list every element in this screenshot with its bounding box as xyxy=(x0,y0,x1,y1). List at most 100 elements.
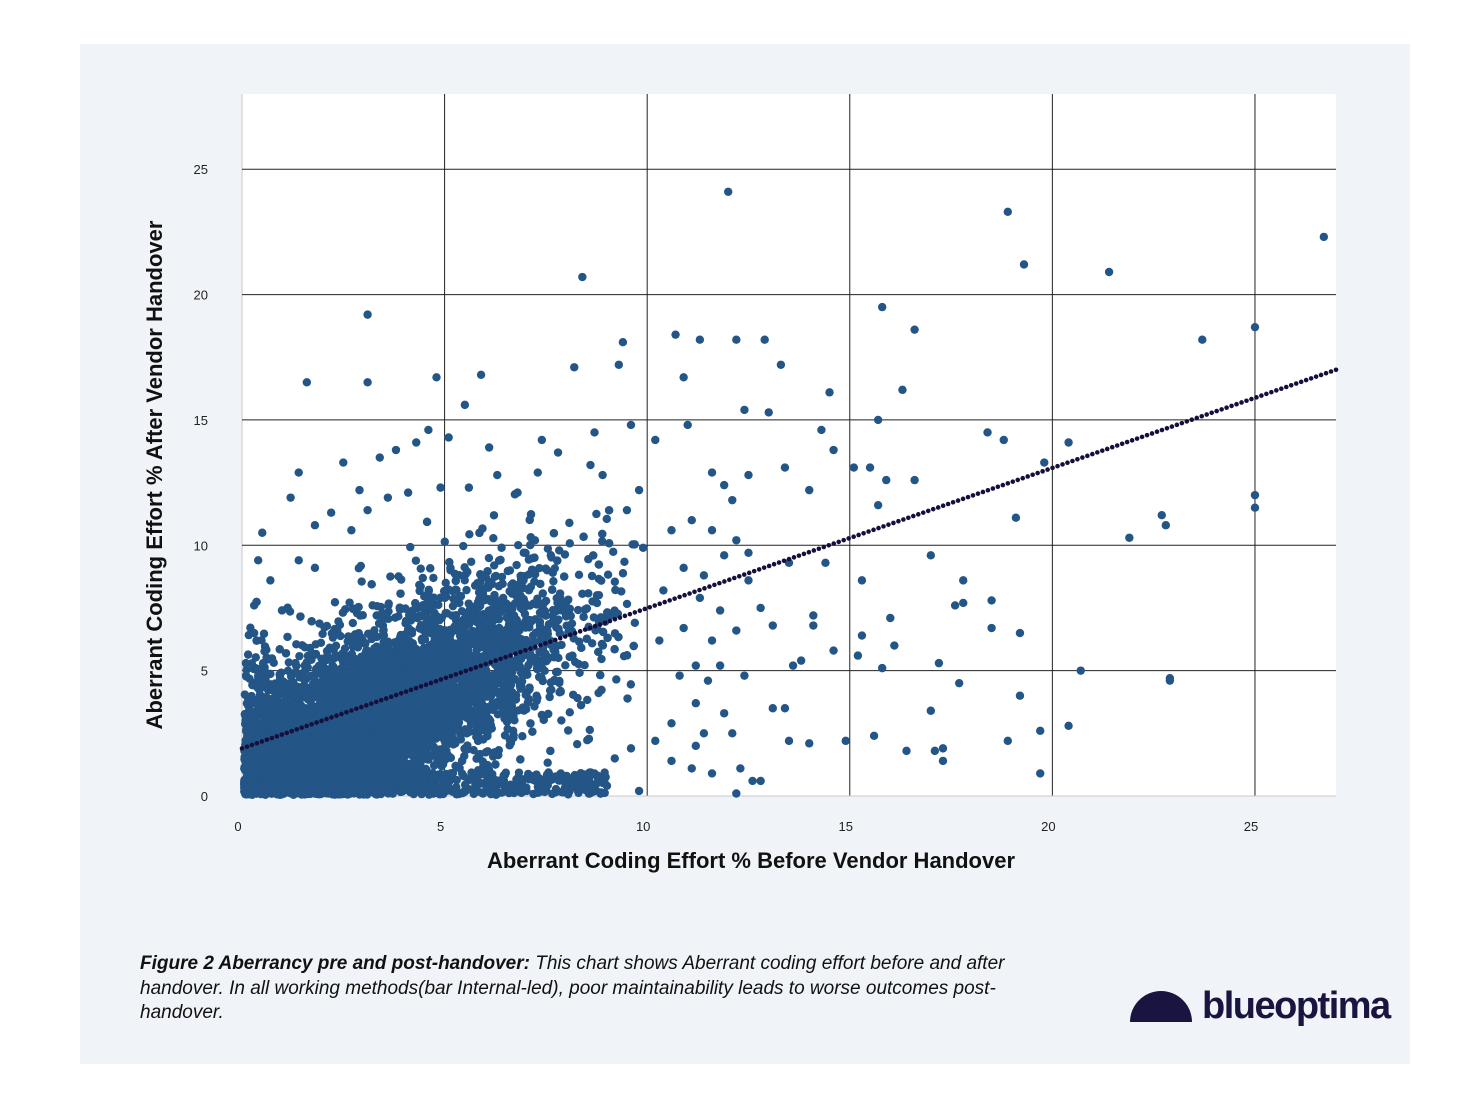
scatter-point xyxy=(502,698,512,708)
scatter-point xyxy=(603,633,612,643)
scatter-point xyxy=(536,579,545,589)
scatter-point xyxy=(499,676,508,685)
scatter-point xyxy=(550,564,560,573)
scatter-point xyxy=(539,649,548,659)
scatter-point xyxy=(559,572,569,581)
scatter-point xyxy=(589,551,598,560)
scatter-point xyxy=(572,739,582,749)
scatter-point xyxy=(618,569,628,578)
scatter-point xyxy=(259,629,269,638)
scatter-point xyxy=(447,651,456,660)
scatter-point xyxy=(550,676,560,686)
scatter-point xyxy=(421,746,430,755)
scatter-point xyxy=(549,529,559,538)
scatter-point xyxy=(549,577,558,586)
scatter-point xyxy=(583,695,592,705)
scatter-point xyxy=(462,585,471,595)
scatter-point xyxy=(561,661,570,670)
scatter-point xyxy=(594,647,603,657)
scatter-point xyxy=(484,721,493,730)
scatter-point xyxy=(516,684,525,693)
scatter-point xyxy=(451,761,460,771)
scatter-point xyxy=(538,589,548,598)
scatter-point xyxy=(318,629,327,639)
scatter-point xyxy=(429,593,438,602)
scatter-point xyxy=(376,602,386,612)
scatter-point xyxy=(543,626,552,636)
scatter-point xyxy=(598,627,608,637)
scatter-point xyxy=(568,690,578,699)
scatter-point xyxy=(394,572,403,581)
scatter-point xyxy=(497,543,506,552)
scatter-point xyxy=(579,612,588,622)
scatter-point xyxy=(619,651,629,661)
scatter-point xyxy=(377,608,387,618)
scatter-point xyxy=(384,607,393,616)
scatter-point xyxy=(573,605,583,615)
scatter-point xyxy=(485,595,494,605)
scatter-point xyxy=(524,661,533,670)
scatter-point xyxy=(457,661,467,671)
scatter-point xyxy=(484,553,494,563)
scatter-point xyxy=(466,720,476,729)
scatter-point xyxy=(295,651,304,661)
scatter-point xyxy=(441,755,450,764)
y-tick-label: 10 xyxy=(194,538,208,553)
scatter-point xyxy=(577,643,586,653)
scatter-point xyxy=(548,618,557,627)
scatter-point xyxy=(535,617,545,627)
scatter-point xyxy=(460,563,469,572)
scatter-point xyxy=(623,694,632,703)
x-tick-label: 5 xyxy=(437,819,444,834)
scatter-point xyxy=(603,570,613,579)
scatter-point xyxy=(598,529,607,539)
scatter-point xyxy=(411,556,421,565)
scatter-point xyxy=(546,551,556,560)
scatter-point xyxy=(460,576,469,585)
scatter-point xyxy=(443,702,452,712)
scatter-point xyxy=(524,651,533,660)
scatter-point xyxy=(597,654,606,664)
scatter-point xyxy=(533,664,542,674)
scatter-point xyxy=(585,725,595,735)
scatter-point xyxy=(401,616,411,626)
scatter-point xyxy=(466,557,476,566)
scatter-point xyxy=(275,645,284,654)
scatter-point xyxy=(442,741,451,750)
scatter-point xyxy=(532,600,541,609)
scatter-point xyxy=(461,569,471,579)
scatter-point xyxy=(630,540,639,549)
scatter-point xyxy=(553,556,562,565)
scatter-point xyxy=(494,581,504,591)
scatter-point xyxy=(307,617,316,626)
scatter-point xyxy=(565,518,574,528)
scatter-point xyxy=(448,601,458,611)
scatter-point xyxy=(597,576,606,585)
scatter-point xyxy=(505,736,515,745)
scatter-point xyxy=(626,680,636,689)
scatter-point xyxy=(395,666,404,675)
scatter-point xyxy=(582,634,592,644)
scatter-point xyxy=(384,599,393,608)
scatter-point xyxy=(594,590,604,600)
scatter-point xyxy=(406,542,415,552)
scatter-point xyxy=(531,628,541,638)
scatter-point xyxy=(580,661,589,670)
scatter-point xyxy=(516,582,525,592)
scatter-point xyxy=(511,691,521,700)
scatter-point xyxy=(563,726,573,735)
scatter-point xyxy=(611,585,620,595)
scatter-point xyxy=(407,660,417,669)
scatter-point xyxy=(549,652,559,662)
y-tick-label: 25 xyxy=(194,162,208,177)
scatter-point xyxy=(470,709,479,719)
scatter-point xyxy=(503,566,512,576)
scatter-point xyxy=(357,577,366,586)
scatter-point xyxy=(421,764,430,774)
scatter-point xyxy=(418,573,427,583)
scatter-point xyxy=(533,693,542,703)
scatter-point xyxy=(597,536,607,546)
scatter-point xyxy=(560,550,570,559)
scatter-point xyxy=(284,658,294,667)
scatter-point xyxy=(567,619,577,628)
